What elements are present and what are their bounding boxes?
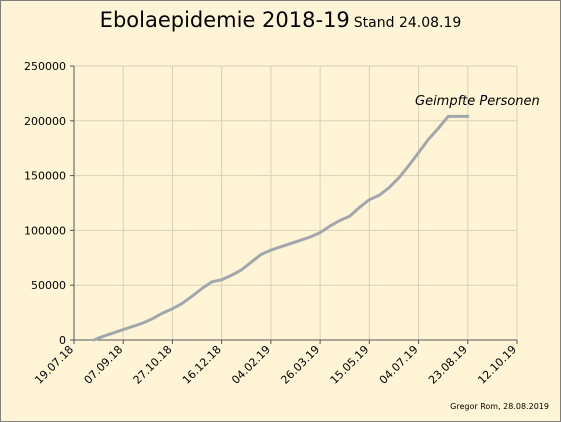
annotation-label: Geimpfte Personen bbox=[415, 94, 540, 109]
data-point bbox=[387, 186, 391, 189]
data-point bbox=[92, 338, 95, 342]
x-tick-label: 16.12.18 bbox=[180, 343, 224, 387]
data-point bbox=[368, 198, 371, 201]
y-tick-labels: 0 50000 100000 150000 200000 250000 bbox=[24, 60, 66, 347]
y-tick-label: 100000 bbox=[24, 224, 66, 237]
x-tick-label: 04.02.19 bbox=[229, 343, 273, 387]
data-point bbox=[299, 239, 302, 242]
x-tick-label: 12.10.19 bbox=[475, 343, 519, 387]
data-point bbox=[161, 311, 164, 315]
data-point bbox=[417, 151, 420, 154]
data-point bbox=[102, 335, 105, 338]
data-point bbox=[427, 138, 430, 141]
data-point bbox=[338, 219, 341, 222]
data-point bbox=[466, 115, 469, 118]
x-tick-label: 15.05.19 bbox=[328, 343, 372, 387]
data-point bbox=[358, 206, 361, 209]
data-point bbox=[151, 317, 154, 320]
data-point bbox=[407, 164, 410, 167]
x-tick-label: 07.09.18 bbox=[82, 343, 126, 387]
series-line bbox=[92, 114, 470, 342]
data-point bbox=[181, 302, 184, 305]
chart-title-block: Ebolaepidemie 2018-19 Stand 24.08.19 bbox=[0, 8, 561, 32]
y-tick-label: 150000 bbox=[24, 170, 66, 183]
y-tick-label: 250000 bbox=[24, 60, 66, 73]
data-point bbox=[378, 194, 381, 197]
data-point bbox=[279, 245, 282, 248]
data-point bbox=[289, 242, 292, 245]
y-tick-label: 0 bbox=[59, 334, 66, 347]
data-point bbox=[397, 176, 401, 179]
x-tick-label: 23.08.19 bbox=[426, 343, 470, 387]
data-point bbox=[446, 115, 450, 118]
data-point bbox=[348, 215, 351, 218]
x-tick-label: 26.03.19 bbox=[278, 343, 322, 387]
data-point bbox=[131, 325, 135, 328]
data-point bbox=[112, 331, 115, 335]
y-tick-label: 200000 bbox=[24, 115, 66, 128]
data-point bbox=[309, 235, 312, 239]
data-point bbox=[210, 280, 213, 284]
data-point bbox=[190, 295, 194, 298]
chart-subtitle: Stand 24.08.19 bbox=[353, 15, 462, 31]
x-tick-label: 27.10.18 bbox=[131, 343, 175, 387]
data-point bbox=[171, 307, 174, 310]
x-tick-label: 19.07.18 bbox=[32, 343, 76, 387]
axes bbox=[70, 65, 518, 344]
x-tick-labels: 19.07.18 07.09.18 27.10.18 16.12.18 04.02.19… bbox=[32, 343, 519, 387]
data-point bbox=[250, 261, 253, 264]
y-tick-label: 50000 bbox=[31, 279, 66, 292]
data-point bbox=[200, 287, 204, 290]
chart-title: Ebolaepidemie 2018-19 bbox=[99, 8, 350, 32]
data-point bbox=[269, 248, 273, 252]
data-point bbox=[141, 321, 145, 325]
data-point bbox=[318, 231, 322, 234]
data-point bbox=[230, 274, 233, 277]
data-point bbox=[437, 127, 440, 130]
data-point bbox=[220, 278, 223, 281]
data-point bbox=[328, 224, 332, 228]
credit-text: Gregor Rom, 28.08.2019 bbox=[450, 402, 549, 411]
data-point bbox=[456, 115, 460, 118]
data-point bbox=[240, 268, 243, 272]
data-point bbox=[122, 328, 125, 331]
x-tick-label: 04.07.19 bbox=[377, 343, 421, 387]
data-point bbox=[259, 253, 263, 256]
series-lines bbox=[92, 114, 470, 342]
